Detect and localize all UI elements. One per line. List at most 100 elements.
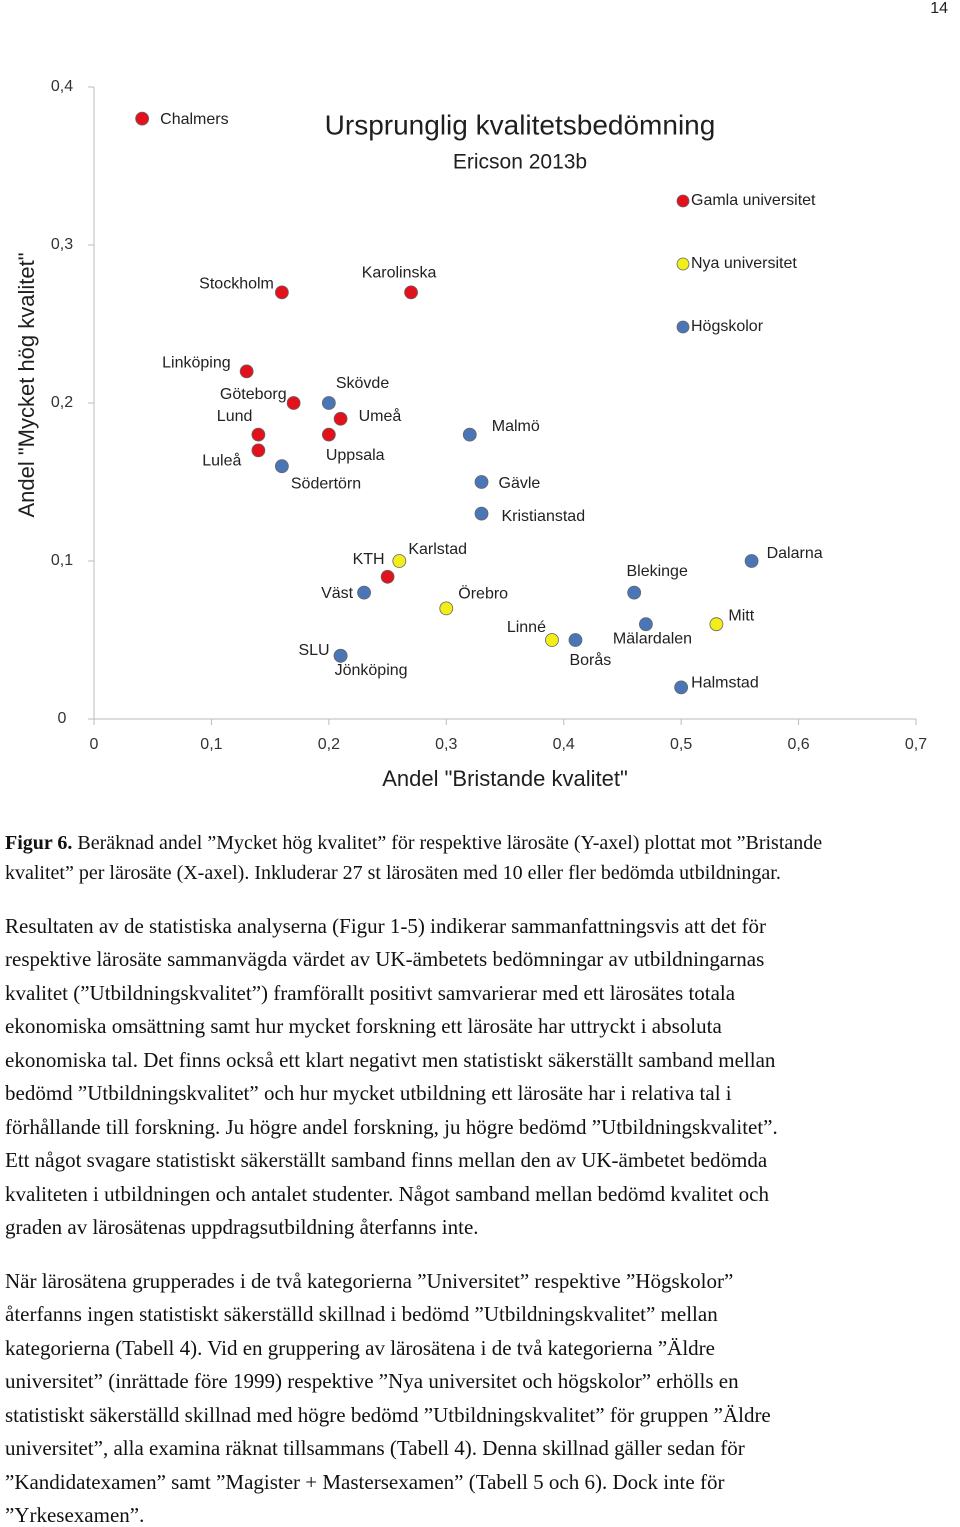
y-tick-label: 0,4	[51, 78, 73, 95]
paragraph-line: Resultaten av de statistiska analyserna …	[5, 914, 767, 938]
x-tick-label: 0,2	[318, 736, 340, 753]
point-label: Karolinska	[362, 265, 437, 282]
legend-label: Gamla universitet	[691, 192, 816, 209]
point-label: Lund	[217, 408, 253, 425]
point-label: Halmstad	[691, 675, 759, 692]
x-tick-label: 0,1	[200, 736, 222, 753]
point-label: Gävle	[499, 475, 541, 492]
data-point	[274, 285, 289, 300]
paragraph-line: förhållande till forskning. Ju högre and…	[5, 1114, 778, 1139]
point-label: Mitt	[728, 607, 754, 624]
x-tick-label: 0,3	[435, 736, 457, 753]
point-label: Göteborg	[220, 386, 287, 403]
data-point	[286, 396, 301, 410]
point-label: Kristianstad	[502, 508, 586, 525]
point-label: Blekinge	[626, 563, 687, 580]
chart: Ursprunglig kvalitetsbedömning Ericson 2…	[14, 78, 927, 791]
data-point	[380, 569, 395, 584]
paragraph-line: När lärosätena grupperades i de två kate…	[5, 1269, 734, 1293]
data-point	[674, 680, 689, 695]
data-point	[251, 427, 266, 442]
paragraph-line: universitet” (inrättade före 1999) respe…	[5, 1369, 739, 1394]
y-tick-label: 0,1	[51, 552, 73, 569]
caption-line: kvalitet” per lärosäte (X-axel). Inklude…	[5, 862, 781, 884]
data-point	[333, 411, 348, 426]
paragraph-line: återfanns ingen statistiskt säkerställd …	[5, 1302, 718, 1327]
point-label: Södertörn	[291, 475, 361, 492]
paragraph-line: respektive lärosäte sammanvägda värdet a…	[5, 947, 765, 972]
x-tick-label: 0,5	[670, 736, 692, 753]
legend-label: Högskolor	[691, 318, 764, 335]
paragraph-line: ”Yrkesexamen”.	[5, 1503, 145, 1527]
legend-marker	[676, 194, 690, 208]
point-label: Karlstad	[408, 541, 467, 558]
point-label: Mälardalen	[613, 630, 692, 647]
point-label: Borås	[569, 651, 611, 669]
x-tick-label: 0,7	[905, 736, 927, 753]
caption-text: Beräknad andel ”Mycket hög kvalitet” för…	[77, 832, 823, 854]
data-point	[545, 633, 559, 647]
data-point	[321, 396, 336, 410]
paragraph-line: ekonomiska tal. Det finns också ett klar…	[5, 1047, 776, 1072]
point-label: Skövde	[336, 375, 389, 392]
caption-line: Figur 6. Beräknad andel ”Mycket hög kvali…	[5, 833, 822, 853]
x-axis-label: Andel "Bristande kvalitet"	[382, 766, 628, 791]
data-point	[627, 585, 642, 600]
y-tick-label: 0,2	[51, 394, 73, 411]
point-label: Malmö	[492, 418, 540, 435]
paragraph-line: ”Kandidatexamen” samt ”Magister + Master…	[5, 1469, 725, 1494]
legend-label: Nya universitet	[691, 255, 797, 272]
data-point	[357, 585, 371, 600]
data-point	[639, 617, 653, 632]
data-point	[474, 506, 489, 521]
point-label: Örebro	[458, 585, 508, 603]
data-point	[709, 617, 724, 632]
paragraph-line: statistiskt säkerställd skillnad med hög…	[5, 1402, 771, 1427]
point-label: KTH	[353, 551, 385, 568]
point-label: Jönköping	[335, 662, 408, 679]
data-point	[474, 475, 489, 489]
chart-title: Ursprunglig kvalitetsbedömning	[325, 109, 716, 140]
page-number: 14	[930, 0, 948, 17]
data-point	[274, 459, 289, 474]
data-point	[462, 427, 477, 442]
paragraph-line: universitet”, alla examina räknat tillsa…	[5, 1436, 745, 1461]
paragraph-line: ekonomiska omsättning samt hur mycket fo…	[5, 1014, 722, 1039]
paragraph-line: kvalitet (”Utbildningskvalitet”) framför…	[5, 980, 736, 1005]
data-point	[239, 364, 254, 379]
point-label: Väst	[321, 585, 354, 602]
data-point	[333, 648, 348, 663]
point-label: Linköping	[162, 355, 231, 372]
paragraph-line: bedömd ”Utbildningskvalitet” och hur myc…	[5, 1081, 732, 1106]
point-label: Luleå	[202, 452, 241, 470]
point-label: Chalmers	[160, 111, 228, 128]
point-label: Umeå	[359, 407, 402, 425]
point-label: Uppsala	[326, 447, 385, 464]
point-label: Dalarna	[767, 545, 823, 562]
caption-label: Figur 6.	[5, 832, 73, 854]
point-label: Linné	[507, 619, 546, 636]
x-tick-label: 0	[90, 736, 99, 753]
y-tick-label: 0	[58, 710, 67, 727]
paragraph-line: kvaliteten i utbildningen och antalet st…	[5, 1181, 769, 1206]
point-label: Stockholm	[199, 276, 274, 293]
data-point	[321, 427, 336, 442]
y-axis-label: Andel "Mycket hög kvalitet"	[14, 252, 39, 517]
data-point	[135, 111, 150, 126]
legend-marker	[676, 257, 690, 271]
paragraph-line: graden av lärosätenas uppdragsutbildning…	[5, 1215, 479, 1240]
paragraph-line: kategorierna (Tabell 4). Vid en grupperi…	[5, 1335, 715, 1360]
chart-subtitle: Ericson 2013b	[453, 151, 587, 174]
x-tick-label: 0,6	[787, 736, 809, 753]
data-point	[392, 554, 407, 568]
data-point	[439, 601, 454, 616]
legend-marker	[676, 320, 690, 334]
data-point	[404, 285, 418, 300]
paragraph-line: Ett något svagare statistiskt säkerställ…	[5, 1148, 768, 1173]
data-point	[744, 554, 759, 568]
x-tick-label: 0,4	[553, 736, 575, 753]
point-label: SLU	[298, 642, 329, 659]
y-tick-label: 0,3	[51, 236, 73, 253]
data-point	[568, 633, 583, 647]
